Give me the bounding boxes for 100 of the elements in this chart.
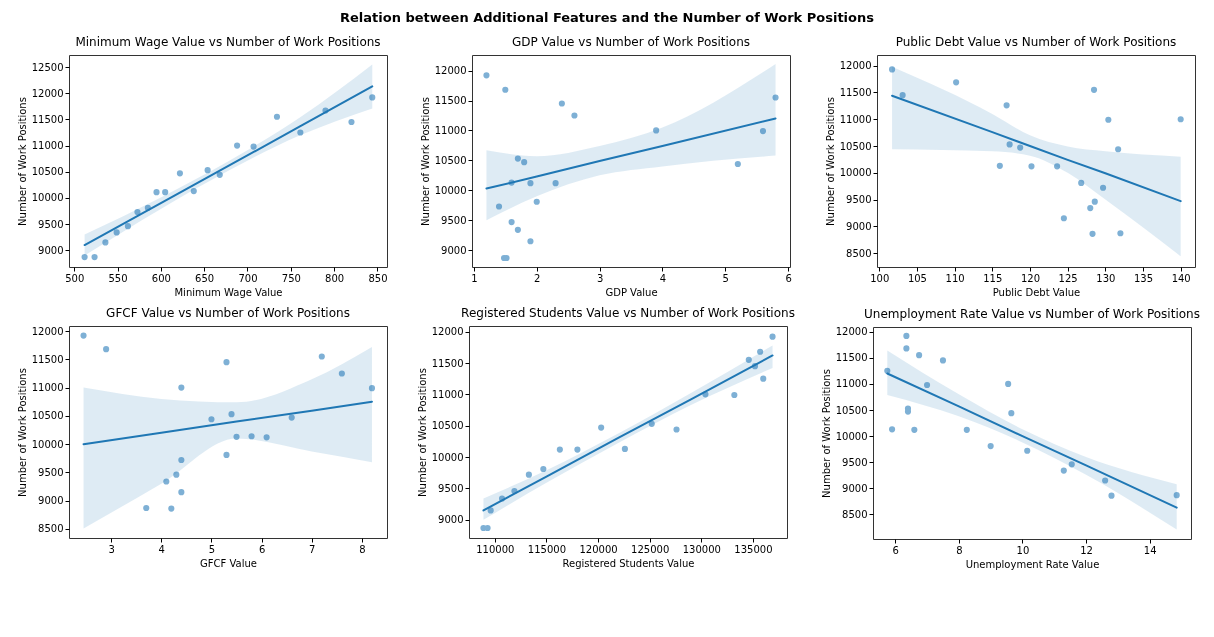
x-tick-label: 4: [158, 543, 165, 555]
point: [1078, 179, 1085, 187]
point: [161, 189, 168, 196]
x-tick-label: 110000: [476, 543, 515, 555]
point: [1089, 230, 1096, 237]
point: [1004, 380, 1011, 387]
point: [178, 489, 185, 496]
point: [673, 426, 680, 433]
y-tick-label: 11000: [434, 124, 467, 136]
y-tick-label: 9000: [37, 244, 63, 256]
y-tick-label: 8500: [38, 523, 64, 535]
point: [81, 253, 88, 261]
line-series: [82, 400, 373, 446]
y-tick-label: 9500: [841, 456, 867, 468]
point: [574, 446, 581, 453]
point: [233, 142, 240, 149]
y-tick-label: 10000: [31, 192, 63, 204]
point: [233, 433, 240, 440]
point: [1087, 205, 1094, 212]
point: [204, 167, 211, 174]
x-tick-label: 6: [258, 543, 266, 555]
chart-title: Public Debt Value vs Number of Work Positions: [895, 35, 1177, 49]
point: [731, 391, 738, 399]
point: [939, 357, 946, 364]
point: [318, 353, 325, 360]
point: [487, 507, 494, 514]
x-tick-label: 10: [1016, 544, 1029, 556]
point: [1177, 116, 1184, 123]
point: [178, 384, 185, 391]
point: [910, 426, 917, 433]
point: [288, 414, 295, 421]
point: [1007, 410, 1014, 417]
point: [1099, 184, 1107, 191]
x-axis-title: Minimum Wage Value: [173, 286, 283, 298]
point: [883, 367, 890, 374]
point: [996, 162, 1003, 169]
y-axis-title: Number of Work Positions: [419, 97, 431, 226]
x-tick-label: 500: [64, 272, 84, 284]
x-tick-label: 110: [945, 272, 965, 284]
y-tick-label: 12000: [431, 326, 464, 338]
x-axis-title: Registered Students Value: [562, 557, 695, 569]
x-axis-title: GFCF Value: [200, 557, 257, 569]
x-tick-label: 125000: [631, 543, 670, 555]
point: [124, 223, 131, 230]
point: [1003, 102, 1010, 109]
point: [1068, 461, 1075, 468]
x-tick-label: 115000: [527, 543, 567, 555]
x-tick-label: 14: [1143, 544, 1157, 556]
point: [521, 159, 528, 166]
point: [223, 359, 230, 366]
x-tick-label: 4: [659, 272, 667, 284]
point: [103, 346, 110, 353]
point: [1101, 477, 1108, 484]
y-tick-label: 11500: [434, 95, 467, 107]
x-tick-label: 135: [1133, 272, 1154, 284]
y-tick-label: 10500: [835, 404, 867, 416]
line-series: [485, 117, 777, 190]
point: [133, 208, 141, 216]
point: [168, 505, 175, 512]
point: [216, 171, 223, 178]
point: [1023, 447, 1030, 454]
point: [508, 219, 515, 226]
point: [888, 66, 896, 73]
y-tick-label: 9500: [441, 214, 467, 226]
x-tick-label: 3: [108, 543, 115, 555]
y-tick-label: 10500: [31, 166, 63, 178]
point: [621, 445, 628, 453]
point: [113, 229, 120, 236]
y-tick-label: 10000: [839, 167, 872, 179]
point: [178, 456, 185, 464]
chart-title: Minimum Wage Value vs Number of Work Positions: [74, 35, 381, 49]
y-tick-label: 9500: [38, 466, 64, 478]
point: [502, 86, 509, 93]
y-tick-label: 12500: [31, 61, 63, 73]
point: [347, 118, 355, 126]
point: [273, 113, 280, 120]
x-tick-label: 100: [870, 272, 890, 284]
point: [648, 420, 655, 427]
y-tick-label: 12000: [835, 326, 867, 338]
chart-title: GDP Value vs Number of Work Positions: [511, 35, 751, 49]
y-tick-label: 9500: [37, 218, 63, 230]
x-tick-label: 800: [324, 272, 344, 284]
point: [915, 352, 922, 359]
y-tick-label: 9500: [438, 482, 464, 494]
y-tick-label: 8500: [846, 247, 872, 259]
point: [1105, 116, 1112, 123]
y-tick-label: 11500: [431, 357, 464, 369]
point: [1091, 198, 1098, 205]
point: [248, 433, 255, 440]
x-axis-title: Unemployment Rate Value: [965, 558, 1099, 570]
x-tick-label: 850: [367, 272, 388, 284]
point: [1060, 467, 1067, 474]
y-tick-label: 9000: [846, 220, 872, 232]
y-axis-title: Number of Work Positions: [16, 368, 28, 497]
x-tick-label: 5: [722, 272, 729, 284]
y-tick-label: 12000: [839, 60, 872, 72]
point: [899, 92, 906, 99]
x-tick-label: 120: [1020, 272, 1041, 284]
x-tick-label: 600: [151, 272, 171, 284]
y-tick-label: 9000: [841, 482, 867, 494]
